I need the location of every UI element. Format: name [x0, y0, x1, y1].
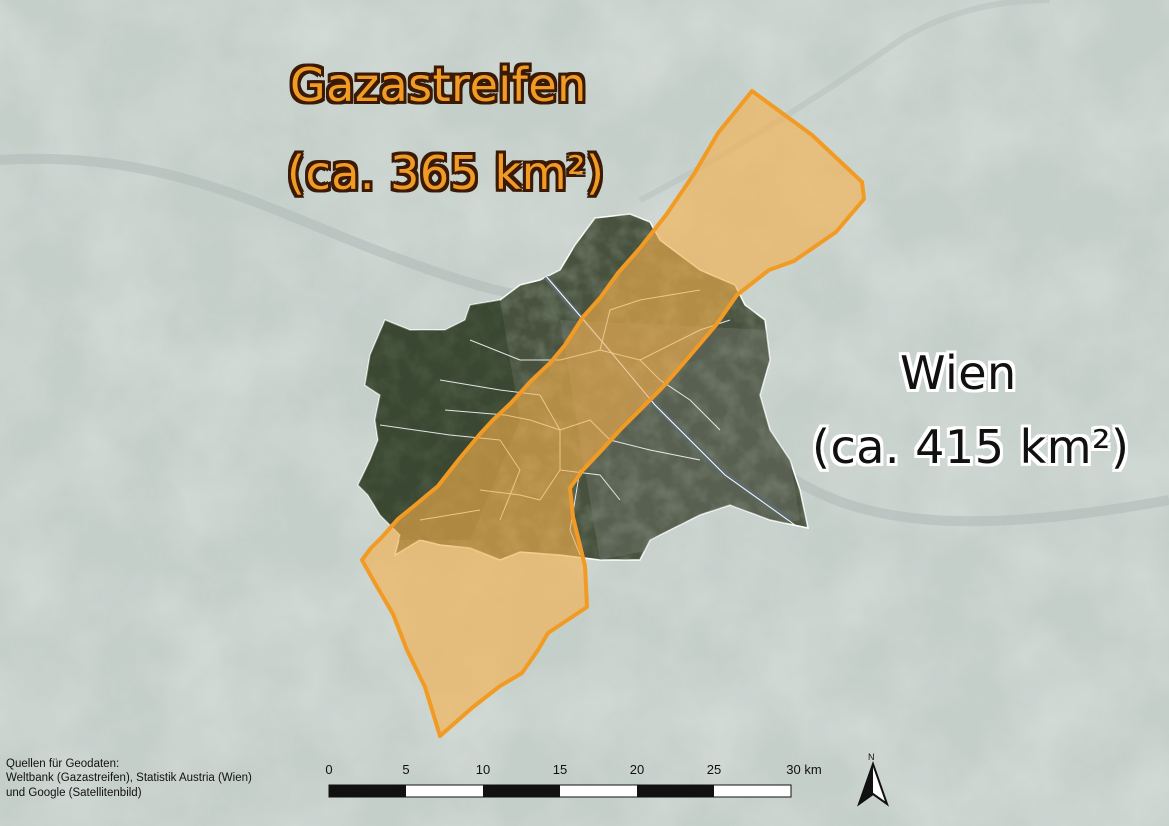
- wien-area-label: (ca. 415 km²): [812, 420, 1130, 474]
- scale-tick-label: 5: [402, 762, 410, 777]
- scale-tick-label: 15: [552, 762, 568, 777]
- gaza-strip-shape: [360, 89, 866, 738]
- gaza-label: Gazastreifen: [290, 58, 587, 112]
- sources-line-3: und Google (Satellitenbild): [6, 786, 142, 799]
- scale-tick-label: 25: [706, 762, 722, 777]
- scale-bar: [328, 784, 792, 798]
- data-sources: Quellen für Geodaten: Weltbank (Gazastre…: [6, 757, 252, 800]
- scale-tick-label: 0: [325, 762, 333, 777]
- wien-label: Wien: [900, 346, 1017, 400]
- scale-tick-label: 20: [629, 762, 645, 777]
- scale-tick-label: 10: [475, 762, 491, 777]
- sources-line-1: Quellen für Geodaten:: [6, 758, 120, 770]
- north-arrow-icon: [857, 760, 889, 807]
- scale-tick-label: 30 km: [786, 762, 822, 777]
- gaza-area-label: (ca. 365 km²): [287, 146, 605, 200]
- sources-line-2: Weltbank (Gazastreifen), Statistik Austr…: [6, 772, 252, 785]
- north-label: N: [868, 752, 875, 762]
